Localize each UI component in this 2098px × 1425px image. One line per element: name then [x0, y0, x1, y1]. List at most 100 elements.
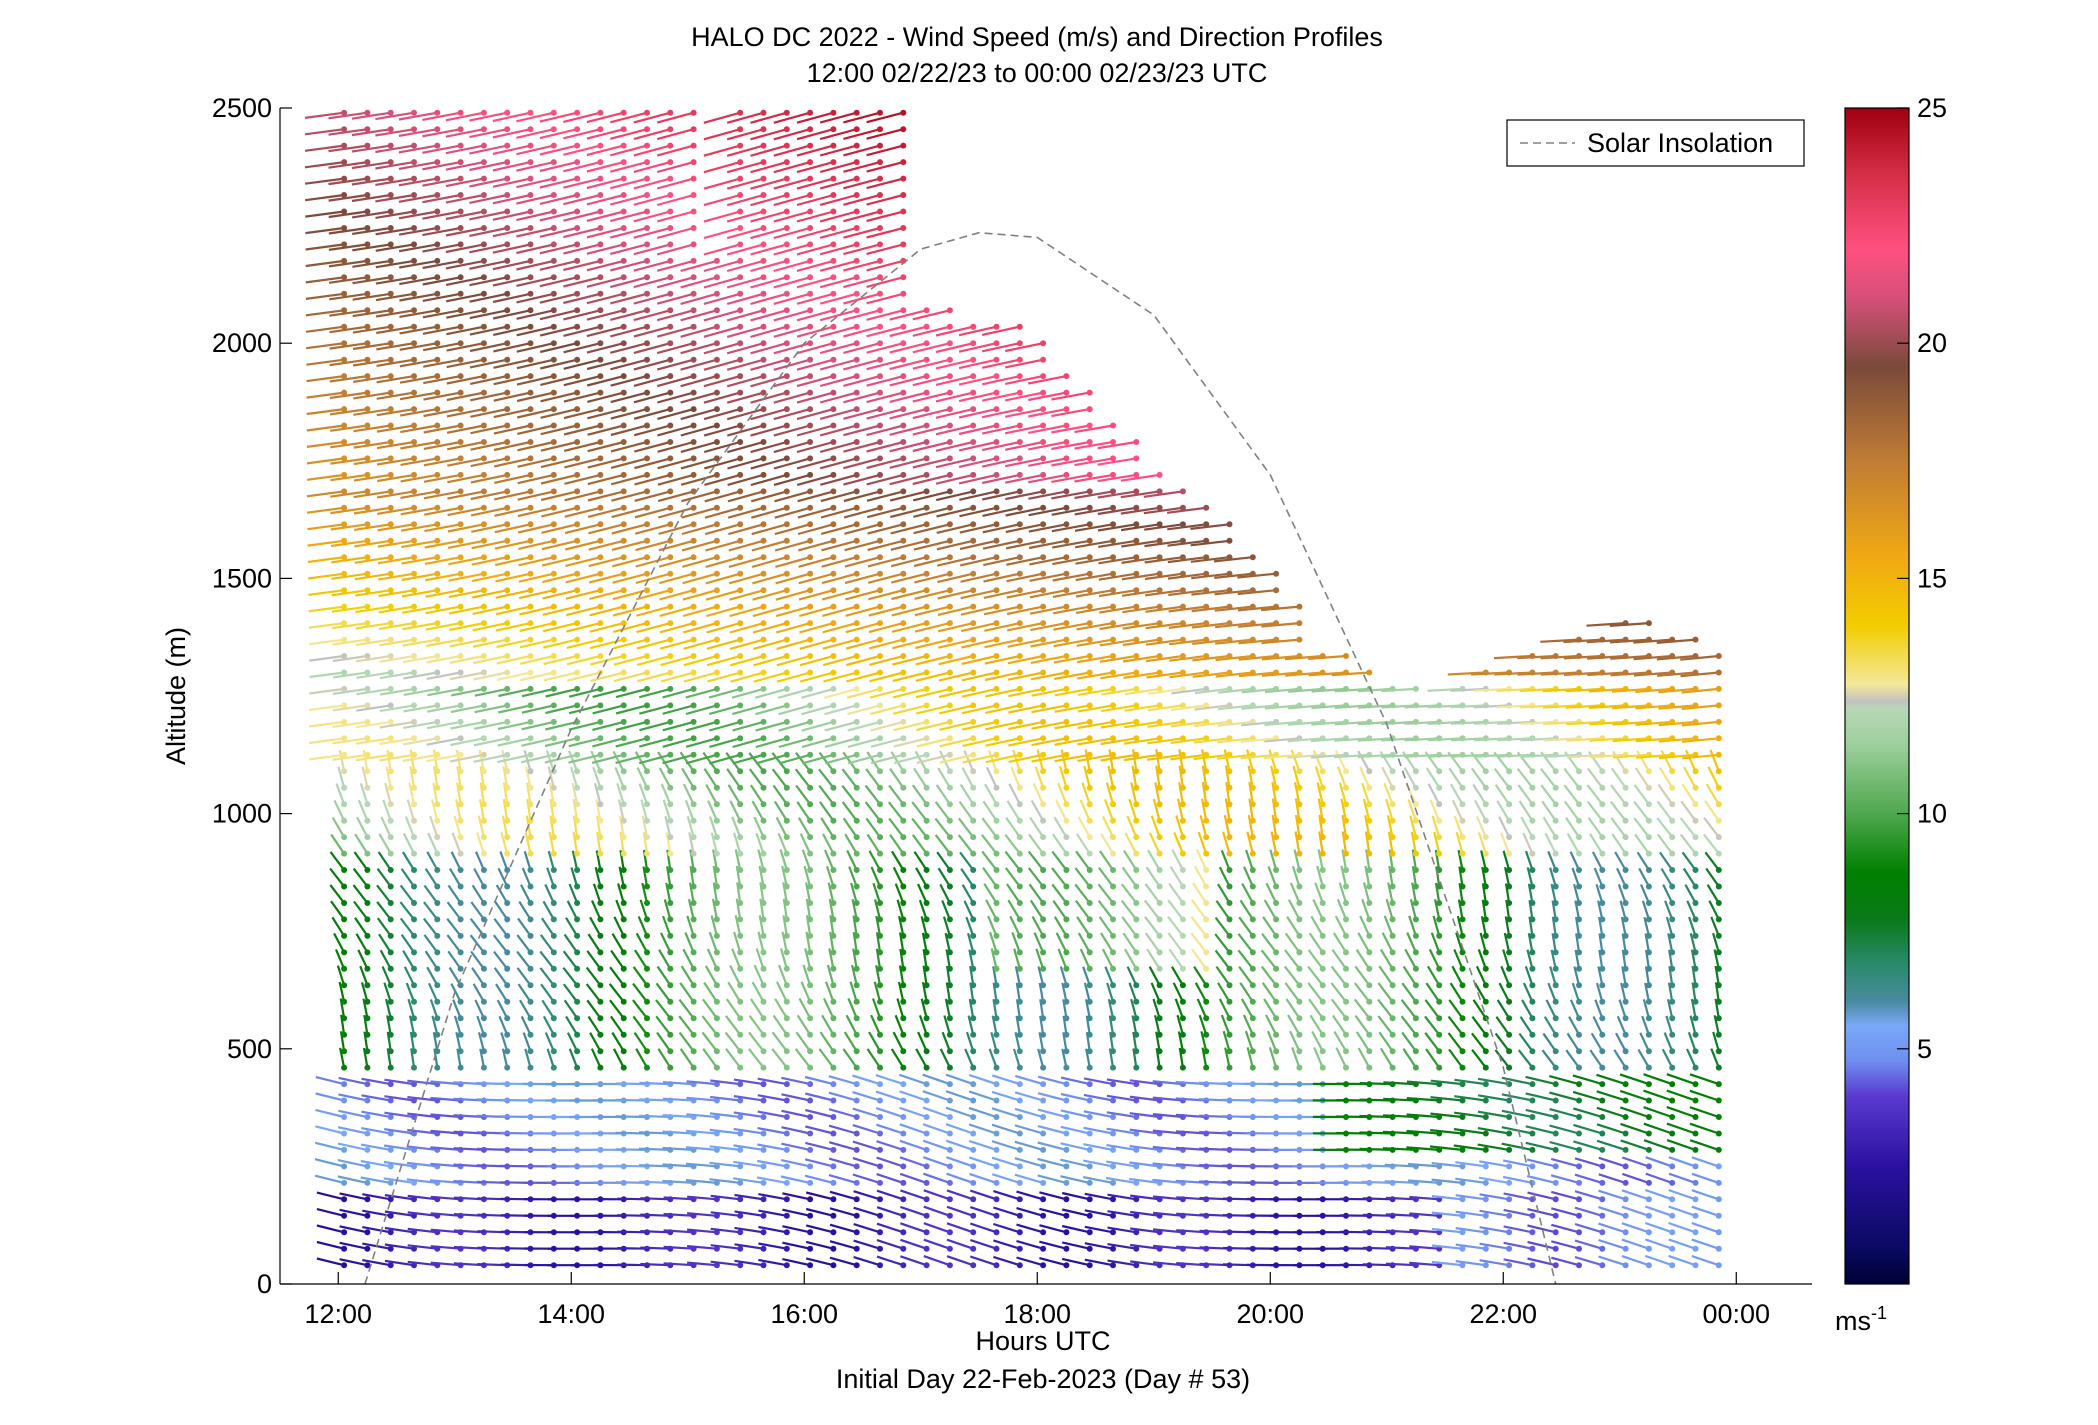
- wind-barb-dot: [760, 834, 767, 841]
- wind-barb-dot: [923, 653, 930, 659]
- wind-barb-dot: [690, 1064, 697, 1071]
- wind-barb-dot: [527, 900, 534, 906]
- wind-barb-dot: [713, 685, 720, 692]
- wind-barb-dot: [1086, 471, 1093, 478]
- wind-barb-dot: [923, 1146, 930, 1153]
- wind-barb-dot: [900, 159, 907, 166]
- wind-barb: [423, 901, 439, 921]
- wind-barb-dot: [527, 702, 534, 709]
- wind-barb: [375, 309, 415, 318]
- wind-barb: [337, 1175, 368, 1184]
- wind-barb: [1007, 654, 1044, 665]
- wind-barb: [913, 556, 951, 568]
- wind-barb: [633, 325, 671, 338]
- wind-barb-dot: [364, 685, 371, 692]
- wind-barb-dot: [457, 932, 464, 939]
- wind-barb-dot: [411, 965, 417, 972]
- wind-barb-dot: [644, 274, 650, 281]
- wind-barb-dot: [760, 636, 767, 643]
- wind-barb: [755, 720, 788, 732]
- wind-barb: [660, 654, 694, 667]
- wind-barb-dot: [737, 965, 744, 972]
- wind-barb: [376, 424, 415, 433]
- wind-barb-dot: [644, 208, 650, 215]
- wind-barb-dot: [1110, 867, 1116, 873]
- wind-barb: [338, 1093, 368, 1102]
- wind-barb: [455, 799, 462, 821]
- wind-barb-dot: [387, 1146, 394, 1153]
- wind-barb-dot: [550, 916, 557, 923]
- wind-barb-dot: [760, 685, 767, 692]
- wind-barb: [968, 1123, 997, 1135]
- wind-barb-dot: [387, 290, 394, 297]
- wind-barb-dot: [807, 1097, 814, 1104]
- wind-barb: [403, 966, 415, 986]
- wind-barb: [634, 473, 671, 486]
- wind-barb-dot: [341, 883, 348, 890]
- wind-barb: [796, 276, 834, 289]
- wind-barb-dot: [783, 669, 790, 676]
- wind-barb: [981, 834, 998, 855]
- wind-barb-dot: [504, 784, 511, 791]
- wind-barb-dot: [1179, 982, 1186, 989]
- wind-barb: [356, 816, 369, 838]
- wind-barb-dot: [1040, 340, 1047, 347]
- wind-barb-dot: [1063, 1031, 1070, 1038]
- wind-barb-dot: [457, 685, 464, 692]
- wind-barb-dot: [387, 1196, 394, 1203]
- wind-barb-dot: [1063, 1097, 1070, 1104]
- wind-barb-dot: [713, 998, 720, 1005]
- wind-barb-dot: [434, 175, 441, 182]
- wind-barb: [357, 949, 369, 970]
- wind-barb: [634, 457, 671, 470]
- wind-barb-dot: [900, 109, 907, 116]
- wind-barb: [449, 622, 485, 632]
- wind-barb-dot: [946, 751, 953, 758]
- wind-barb-dot: [341, 768, 348, 775]
- wind-barb-dot: [737, 1212, 744, 1219]
- wind-barb: [984, 783, 998, 805]
- wind-barb: [704, 523, 741, 536]
- wind-barb: [1059, 765, 1068, 789]
- wind-barb: [656, 259, 694, 272]
- wind-barb-dot: [1110, 537, 1116, 544]
- wind-barb: [307, 556, 345, 564]
- wind-barb: [796, 193, 834, 207]
- wind-barb: [446, 934, 462, 954]
- wind-barb-dot: [457, 718, 464, 725]
- wind-barb-dot: [434, 702, 441, 709]
- wind-barb: [470, 473, 508, 484]
- wind-barb-dot: [690, 241, 697, 248]
- wind-barb-dot: [644, 1031, 650, 1038]
- wind-barb: [407, 998, 416, 1019]
- wind-barb-dot: [1226, 1064, 1233, 1071]
- wind-barb-dot: [1063, 471, 1070, 478]
- wind-barb-dot: [574, 1015, 581, 1022]
- wind-barb-dot: [574, 290, 581, 297]
- wind-barb-dot: [783, 406, 790, 413]
- wind-barb-dot: [1133, 439, 1140, 445]
- wind-barb: [935, 408, 974, 419]
- wind-barb: [422, 259, 461, 270]
- wind-barb: [1144, 916, 1161, 937]
- wind-barb-dot: [853, 834, 860, 841]
- wind-barb: [494, 556, 531, 567]
- wind-barb-dot: [807, 620, 814, 627]
- wind-barb: [750, 177, 788, 190]
- wind-barb: [332, 687, 368, 695]
- wind-barb: [710, 1079, 741, 1086]
- wind-barb-dot: [807, 768, 814, 775]
- wind-barb-dot: [1086, 570, 1093, 577]
- wind-barb: [968, 1156, 997, 1168]
- wind-barb: [734, 1210, 764, 1217]
- wind-barb: [355, 638, 391, 646]
- wind-barb-dot: [411, 142, 417, 149]
- wind-barb: [726, 375, 764, 388]
- wind-barb-dot: [550, 307, 557, 314]
- wind-barb-dot: [620, 768, 627, 775]
- wind-barb: [846, 687, 881, 699]
- wind-barb: [773, 391, 811, 404]
- wind-barbs: [304, 109, 1722, 1269]
- wind-barb: [1031, 915, 1045, 937]
- wind-barb: [1123, 737, 1160, 745]
